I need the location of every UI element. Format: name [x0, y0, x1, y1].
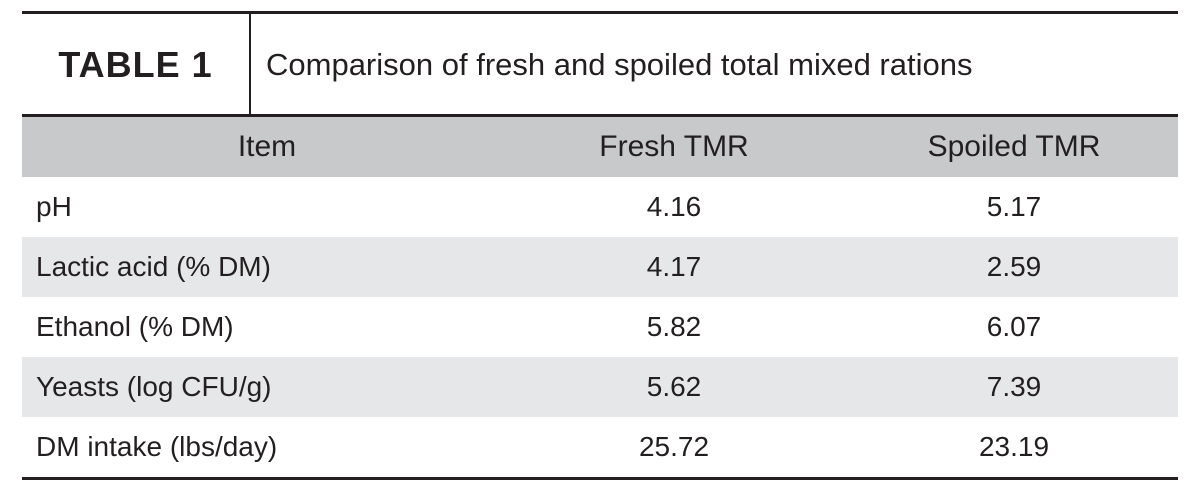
- header-divider: [249, 14, 251, 115]
- cell-value: 2.59: [986, 251, 1042, 282]
- row-label: DM intake (lbs/day): [36, 431, 278, 462]
- table-label: TABLE 1: [58, 44, 213, 85]
- table-row: Yeasts (log CFU/g) 5.62 7.39: [22, 357, 1178, 417]
- cell-value: 4.17: [646, 251, 702, 282]
- cell-value: 23.19: [978, 431, 1050, 462]
- row-label: pH: [36, 191, 72, 222]
- table-row: Ethanol (% DM) 5.82 6.07: [22, 297, 1178, 357]
- column-header: Item: [237, 130, 297, 163]
- header-row: Item Fresh TMR Spoiled TMR: [22, 117, 1178, 177]
- cell-value: 25.72: [638, 431, 710, 462]
- table-row: DM intake (lbs/day) 25.72 23.19: [22, 417, 1178, 477]
- cell-value: 4.16: [646, 191, 702, 222]
- data-table: Item Fresh TMR Spoiled TMR pH 4.16 5.17 Lactic…: [22, 114, 1178, 480]
- row-label: Lactic acid (% DM): [36, 251, 271, 282]
- top-rule: [22, 11, 1178, 14]
- row-label: Ethanol (% DM): [36, 311, 234, 342]
- cell-value: 5.17: [986, 191, 1042, 222]
- column-header: Fresh TMR: [599, 130, 749, 163]
- table-row: pH 4.16 5.17: [22, 177, 1178, 237]
- cell-value: 7.39: [986, 371, 1042, 402]
- column-header: Spoiled TMR: [927, 130, 1101, 163]
- table-title: Comparison of fresh and spoiled total mi…: [266, 47, 973, 82]
- row-label: Yeasts (log CFU/g): [36, 371, 272, 402]
- table-row: Lactic acid (% DM) 4.17 2.59: [22, 237, 1178, 297]
- cell-value: 6.07: [986, 311, 1042, 342]
- cell-value: 5.82: [646, 311, 702, 342]
- cell-value: 5.62: [646, 371, 702, 402]
